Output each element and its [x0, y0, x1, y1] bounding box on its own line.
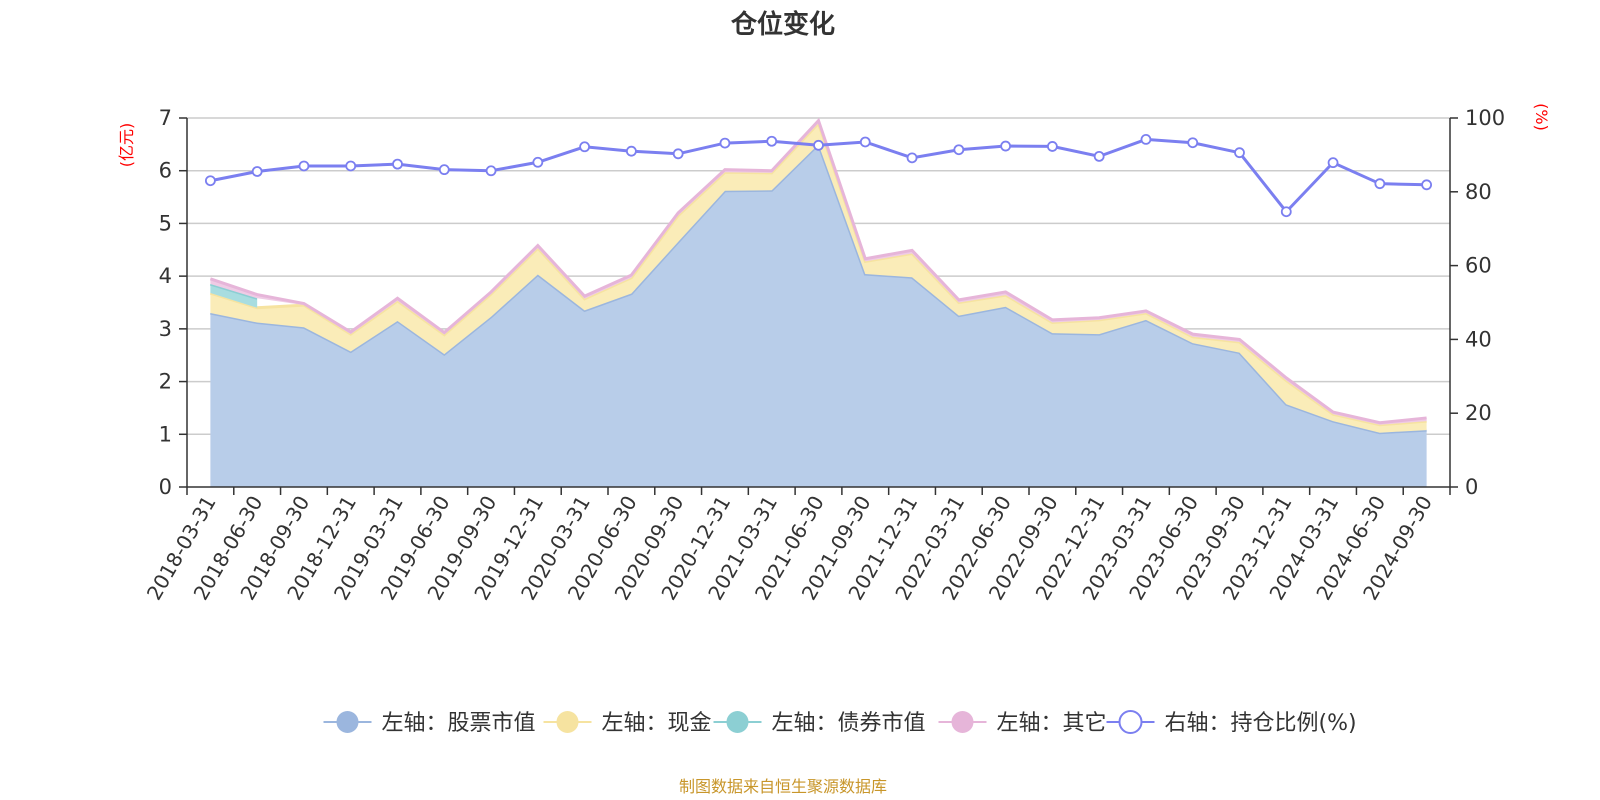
legend-item-2[interactable]: 左轴：债券市值 [713, 711, 926, 736]
holding-ratio-point [485, 165, 497, 177]
legend: 左轴：股票市值 左轴：现金 左轴：债券市值 左轴：其它 右轴：持仓比例(%) [323, 710, 1357, 736]
holding-ratio-point [1000, 140, 1012, 152]
legend-label: 左轴：其它 [997, 711, 1107, 736]
legend-marker [556, 711, 579, 733]
holding-ratio-point [813, 139, 824, 151]
holding-ratio-point [579, 141, 591, 153]
left-axis-tick-label: 4 [159, 264, 172, 288]
holding-ratio-point [438, 164, 450, 176]
legend-label: 左轴：债券市值 [772, 711, 926, 736]
holding-ratio-point [1280, 206, 1292, 218]
holding-ratio-point [625, 145, 637, 157]
left-axis-tick-label: 6 [159, 159, 172, 183]
legend-label: 左轴：股票市值 [382, 711, 536, 736]
holding-ratio-point [1046, 141, 1058, 152]
left-axis-tick-label: 1 [159, 422, 172, 446]
holding-ratio-point [1327, 157, 1339, 169]
legend-marker [336, 711, 359, 733]
legend-label: 左轴：现金 [602, 711, 712, 736]
left-axis-unit: (亿元) [117, 123, 136, 168]
data-source-note: 制图数据来自恒生聚源数据库 [679, 777, 887, 796]
holding-ratio-point [251, 166, 263, 177]
area-0 [210, 144, 1427, 487]
holding-ratio-point [1093, 150, 1105, 162]
stacked-areas [209, 117, 1427, 487]
left-axis-tick-label: 3 [159, 317, 172, 341]
right-axis-tick-label: 20 [1465, 401, 1492, 425]
holding-ratio-point [1140, 134, 1152, 145]
left-axis-tick-label: 2 [159, 370, 172, 394]
legend-item-4[interactable]: 右轴：持仓比例(%) [1106, 710, 1357, 736]
holding-ratio-point [766, 135, 778, 147]
right-axis-tick-label: 40 [1465, 327, 1492, 351]
holding-ratio-point [298, 160, 310, 172]
right-axis-tick-label: 0 [1465, 475, 1478, 499]
legend-marker [951, 711, 974, 733]
holding-ratio-point [672, 148, 684, 160]
legend-label: 右轴：持仓比例(%) [1165, 711, 1357, 736]
holding-ratio-point [1187, 137, 1199, 149]
legend-item-1[interactable]: 左轴：现金 [543, 711, 712, 736]
right-axis-tick-label: 80 [1465, 180, 1492, 204]
holding-ratio-point [953, 144, 965, 156]
area-edge-3 [209, 117, 1427, 425]
left-axis-tick-label: 0 [159, 475, 172, 499]
holding-ratio-point [1234, 147, 1245, 159]
holding-ratio-point [345, 160, 357, 172]
holding-ratio-point [1421, 179, 1433, 191]
holding-ratio-point [906, 152, 918, 164]
area-1 [210, 123, 1427, 433]
legend-item-3[interactable]: 左轴：其它 [938, 711, 1107, 736]
holding-ratio-point [532, 156, 544, 168]
left-axis-tick-label: 5 [159, 211, 172, 235]
left-axis-tick-label: 7 [159, 106, 172, 130]
legend-marker [1118, 710, 1143, 734]
holding-ratio-point [719, 137, 731, 149]
holding-ratio-series [204, 134, 1433, 218]
right-axis-tick-label: 100 [1465, 106, 1505, 130]
holding-ratio-point [859, 136, 871, 148]
right-axis-unit: (%) [1532, 103, 1551, 131]
area-2 [210, 284, 258, 308]
legend-item-0[interactable]: 左轴：股票市值 [323, 711, 536, 736]
holding-ratio-point [392, 158, 403, 170]
legend-marker [726, 711, 749, 733]
holding-ratio-point [204, 175, 216, 187]
right-axis-tick-label: 60 [1465, 254, 1492, 278]
chart-title: 仓位变化 [730, 9, 835, 40]
holding-ratio-point [1374, 178, 1386, 190]
